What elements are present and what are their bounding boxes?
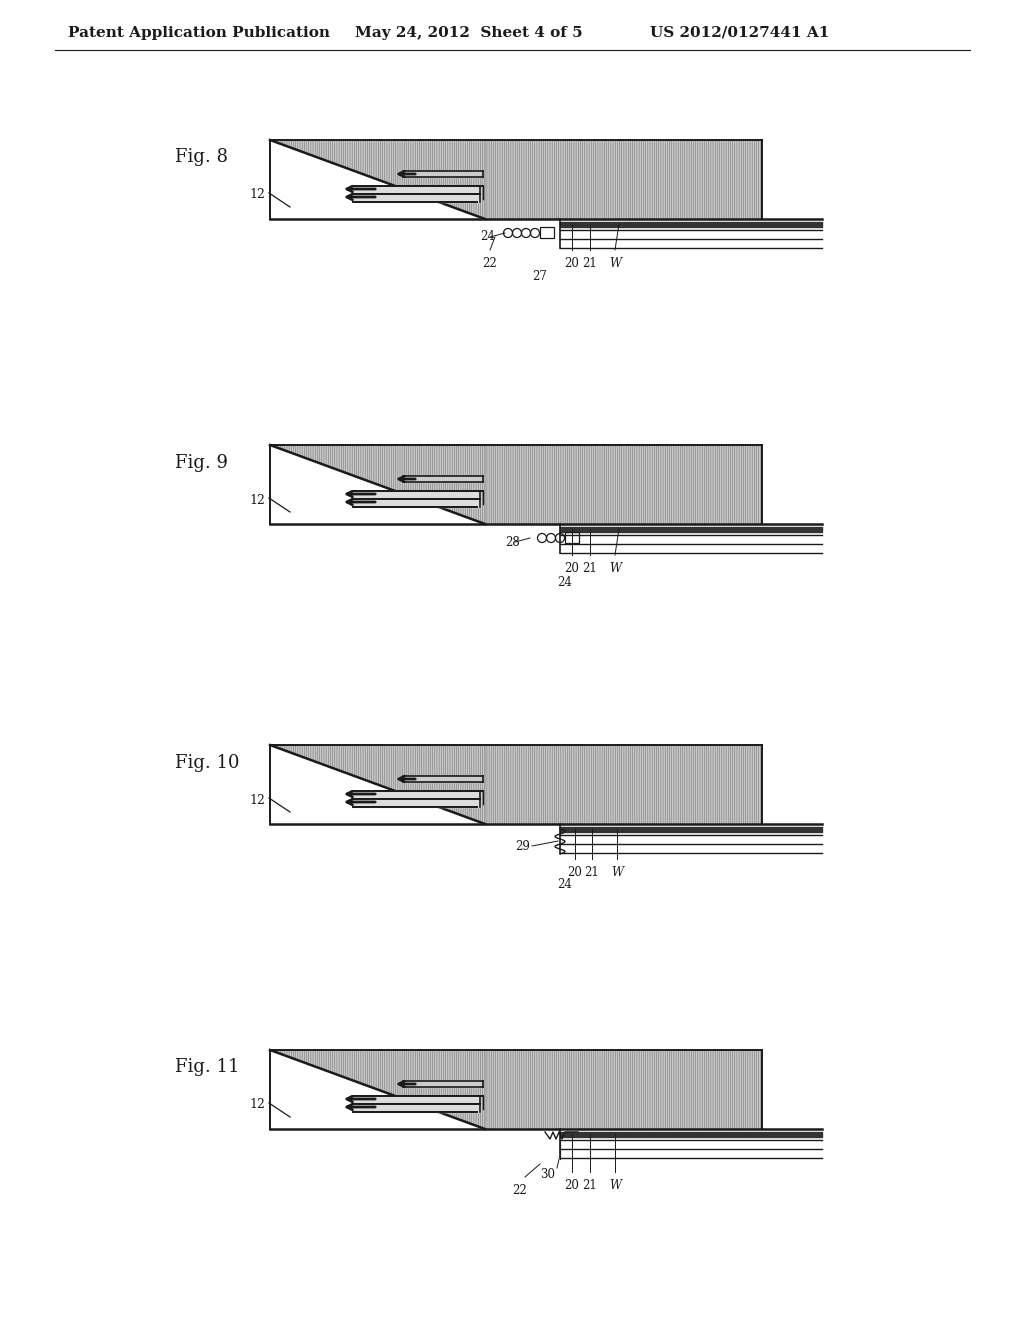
Text: 20: 20 (564, 257, 580, 271)
Text: 28: 28 (505, 536, 520, 549)
Text: W: W (609, 1179, 622, 1192)
Text: Fig. 10: Fig. 10 (175, 754, 240, 771)
Text: 29: 29 (515, 840, 530, 853)
Text: 22: 22 (513, 1184, 527, 1197)
Polygon shape (485, 445, 762, 524)
Text: 21: 21 (585, 866, 599, 879)
Text: 12: 12 (249, 793, 265, 807)
Text: 12: 12 (249, 494, 265, 507)
Text: 21: 21 (583, 1179, 597, 1192)
Text: 20: 20 (567, 866, 583, 879)
Text: Fig. 8: Fig. 8 (175, 149, 228, 166)
Text: 12: 12 (249, 1098, 265, 1111)
Text: 27: 27 (532, 271, 548, 284)
Polygon shape (270, 445, 485, 524)
Text: 24: 24 (557, 878, 572, 891)
Polygon shape (485, 1049, 762, 1129)
Bar (540, 227, 554, 238)
Text: W: W (609, 562, 622, 576)
Text: US 2012/0127441 A1: US 2012/0127441 A1 (650, 26, 829, 40)
Polygon shape (270, 140, 485, 219)
Text: 12: 12 (249, 189, 265, 202)
Bar (565, 532, 579, 543)
Text: May 24, 2012  Sheet 4 of 5: May 24, 2012 Sheet 4 of 5 (355, 26, 583, 40)
Polygon shape (485, 140, 762, 219)
Text: 20: 20 (564, 1179, 580, 1192)
Polygon shape (270, 1049, 485, 1129)
Text: 24: 24 (557, 576, 572, 589)
Text: 20: 20 (564, 562, 580, 576)
Text: 22: 22 (482, 257, 498, 271)
Polygon shape (485, 744, 762, 824)
Text: 24: 24 (480, 231, 495, 243)
Text: 30: 30 (540, 1167, 555, 1180)
Text: Fig. 9: Fig. 9 (175, 454, 228, 471)
Polygon shape (270, 744, 485, 824)
Text: 21: 21 (583, 257, 597, 271)
Text: 21: 21 (583, 562, 597, 576)
Text: Fig. 11: Fig. 11 (175, 1059, 240, 1077)
Text: Patent Application Publication: Patent Application Publication (68, 26, 330, 40)
Text: W: W (609, 257, 622, 271)
Text: W: W (611, 866, 623, 879)
